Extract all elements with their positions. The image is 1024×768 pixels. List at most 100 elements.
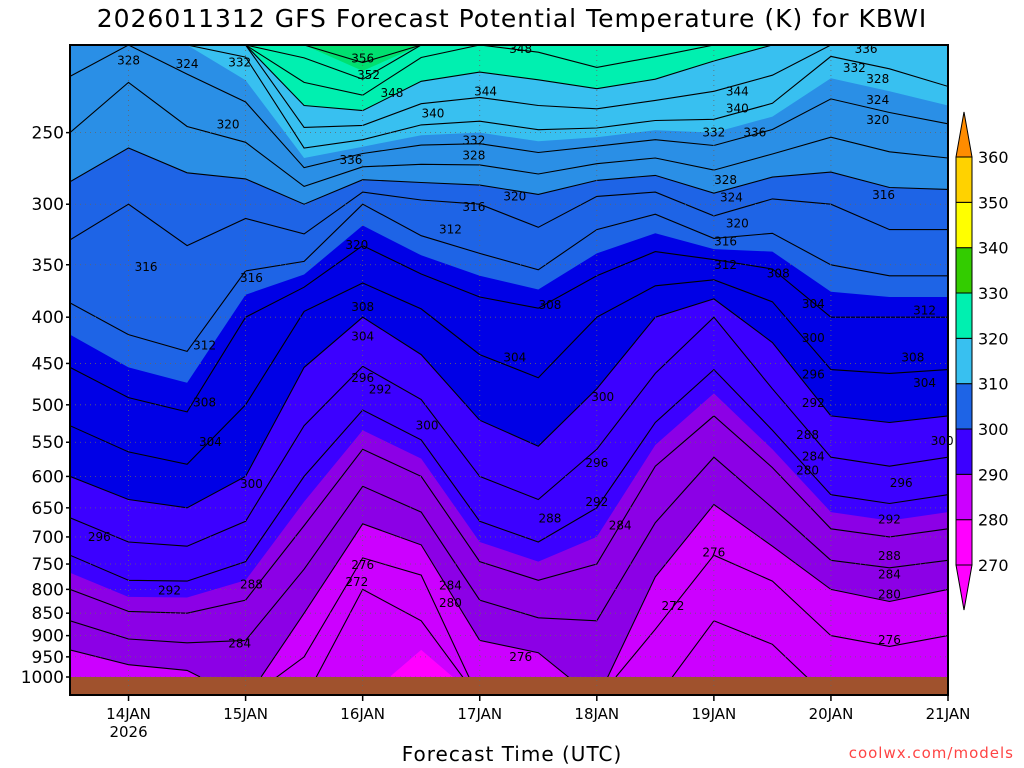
colorbar-label: 290 — [978, 465, 1009, 484]
contour-label: 296 — [802, 368, 825, 382]
contour-label: 284 — [878, 567, 901, 581]
contour-label: 348 — [380, 86, 403, 100]
contour-label: 332 — [843, 61, 866, 75]
contour-label: 324 — [866, 93, 889, 107]
colorbar-label: 330 — [978, 284, 1009, 303]
y-tick-label: 800 — [32, 580, 64, 600]
y-tick-label: 250 — [32, 124, 64, 144]
y-tick-label: 900 — [32, 627, 64, 647]
contour-label: 276 — [878, 633, 901, 647]
colorbar-label: 320 — [978, 329, 1009, 348]
contour-308 — [70, 244, 948, 413]
contour-label: 288 — [796, 428, 819, 442]
contour-304 — [70, 279, 948, 465]
y-tick-label: 600 — [32, 467, 64, 487]
contour-label: 328 — [462, 149, 485, 163]
y-tick-label: 950 — [32, 648, 64, 668]
colorbar-swatch-300 — [955, 383, 973, 430]
y-tick-label: 750 — [32, 555, 64, 575]
contour-label: 304 — [199, 435, 222, 449]
colorbar-swatch-340 — [955, 201, 973, 249]
y-tick-label: 350 — [32, 256, 64, 276]
y-tick-label: 300 — [32, 195, 64, 215]
x-tick-label: 15JAN — [223, 705, 268, 723]
contour-label: 320 — [217, 118, 240, 132]
contour-label: 356 — [351, 52, 374, 66]
contour-label: 276 — [351, 558, 374, 572]
contour-label: 316 — [872, 188, 895, 202]
contour-label: 308 — [767, 267, 790, 281]
colorbar: 270 280 290 300 310 320 330 340 350 360 — [955, 111, 1009, 611]
contour-label: 292 — [585, 495, 608, 509]
contour-label: 284 — [439, 578, 462, 592]
contour-324 — [70, 81, 948, 188]
contour-label: 332 — [228, 55, 251, 69]
contour-label: 332 — [462, 133, 485, 147]
contour-label: 296 — [585, 456, 608, 470]
colorbar-label: 360 — [978, 148, 1009, 167]
contour-288 — [70, 415, 948, 614]
y-tick-label: 450 — [32, 354, 64, 374]
contour-label: 276 — [702, 545, 725, 559]
colorbar-extend-high — [955, 111, 973, 158]
x-tick-label: 17JAN — [457, 705, 502, 723]
contour-316 — [70, 191, 948, 247]
colorbar-label: 340 — [978, 239, 1009, 258]
colorbar-swatch-310 — [955, 337, 973, 385]
colorbar-label: 310 — [978, 375, 1009, 394]
contour-label: 312 — [714, 258, 737, 272]
x-axis-label: Forecast Time (UTC) — [401, 742, 623, 766]
contour-label: 300 — [802, 331, 825, 345]
contour-label: 276 — [509, 650, 532, 664]
contour-292 — [70, 368, 948, 582]
theta-field — [70, 45, 948, 695]
contour-label: 280 — [796, 463, 819, 477]
site-credit: coolwx.com/models — [848, 744, 1014, 762]
contour-label: 296 — [890, 476, 913, 490]
contour-label: 320 — [726, 216, 749, 230]
contour-label: 308 — [351, 300, 374, 314]
contour-332 — [70, 45, 948, 149]
colorbar-swatch-290 — [955, 428, 973, 475]
y-axis: 250 300 350 400 450 500 550 600 650 700 750 800 850 9… — [21, 124, 70, 688]
contour-label: 300 — [240, 477, 263, 491]
contour-label: 316 — [462, 200, 485, 214]
colorbar-extend-low — [955, 564, 973, 611]
contour-label: 300 — [591, 390, 614, 404]
theta-contours — [70, 45, 948, 695]
contour-label: 280 — [878, 587, 901, 601]
y-tick-label: 1000 — [21, 668, 64, 688]
contour-label: 336 — [743, 126, 766, 140]
contour-label: 316 — [714, 235, 737, 249]
contour-label: 288 — [878, 549, 901, 563]
contour-label: 272 — [345, 575, 368, 589]
contour-label: 328 — [117, 53, 140, 67]
contour-label: 296 — [88, 530, 111, 544]
contour-340 — [70, 45, 948, 112]
contour-label: 336 — [340, 153, 363, 167]
contour-label: 312 — [193, 339, 216, 353]
contour-label: 308 — [539, 298, 562, 312]
y-tick-label: 650 — [32, 499, 64, 519]
contour-label: 320 — [503, 189, 526, 203]
contour-320 — [70, 147, 948, 205]
contour-label: 320 — [866, 113, 889, 127]
x-tick-label: 19JAN — [691, 705, 736, 723]
x-tick-year: 2026 — [109, 723, 147, 741]
contour-label: 312 — [439, 223, 462, 237]
contour-label: 340 — [421, 106, 444, 120]
x-tick-label: 21JAN — [926, 705, 971, 723]
contour-label: 304 — [351, 329, 374, 343]
contour-label: 296 — [351, 371, 374, 385]
contour-label: 300 — [931, 434, 954, 448]
y-tick-label: 400 — [32, 308, 64, 328]
contour-label: 328 — [714, 173, 737, 187]
contour-label: 292 — [878, 513, 901, 527]
ground-layer — [70, 677, 948, 695]
contour-label: 344 — [474, 84, 497, 98]
contour-300 — [70, 298, 948, 509]
contour-label: 288 — [240, 577, 263, 591]
